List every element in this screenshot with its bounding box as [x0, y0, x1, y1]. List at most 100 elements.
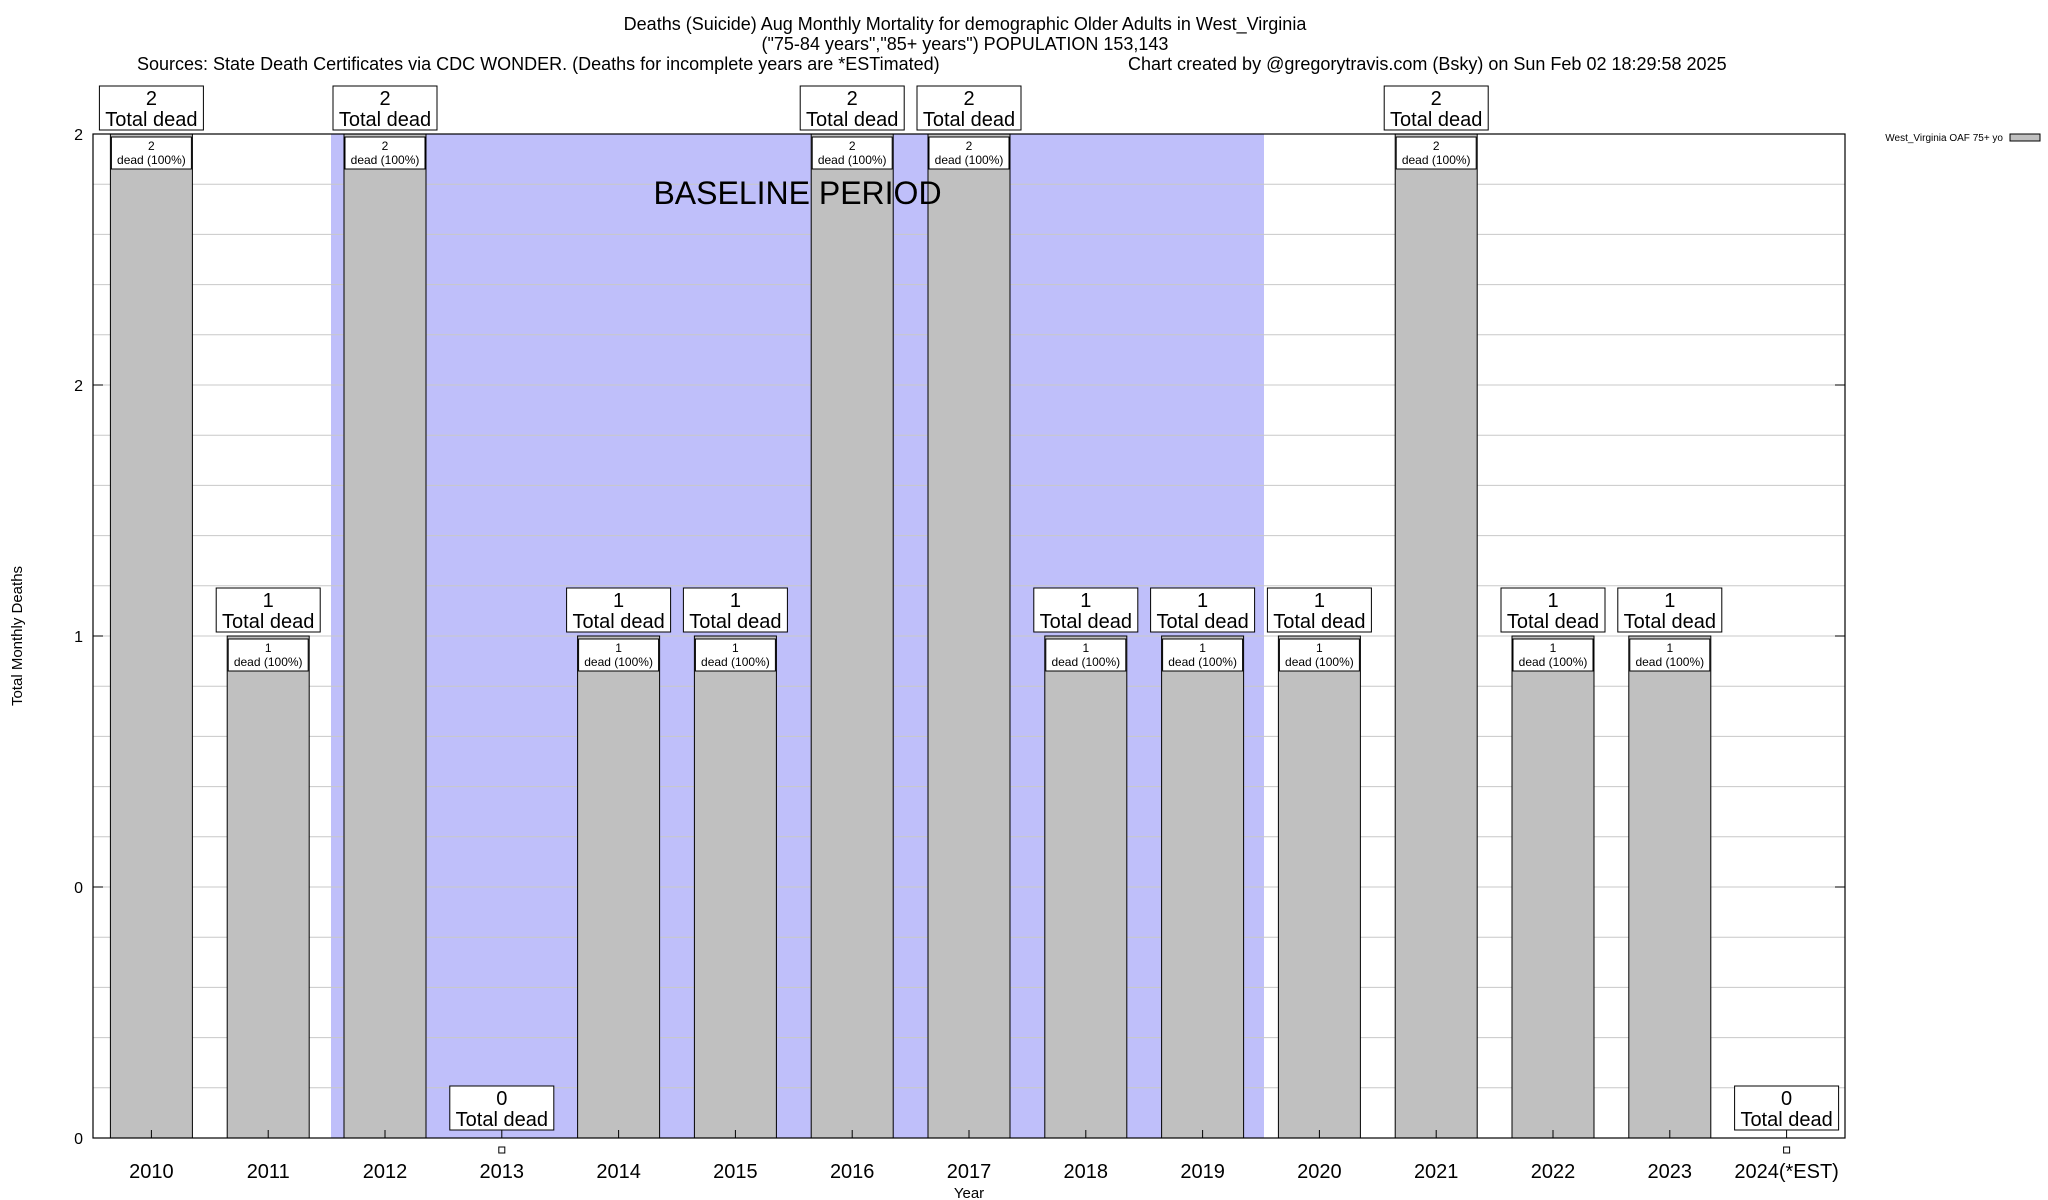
total-label-box: [449, 1085, 555, 1131]
total-label-box: [1150, 587, 1256, 633]
bar-2020: [1277, 635, 1361, 1139]
x-tick-label: 2024(*EST): [1734, 1161, 1839, 1183]
total-label-text: Total dead: [1507, 611, 1599, 633]
bar-2021: [1394, 133, 1478, 1139]
total-label-box: [799, 85, 905, 131]
total-label-box: [215, 587, 321, 633]
x-tick-label: 2017: [947, 1161, 992, 1183]
inner-label-count: 1: [1316, 641, 1323, 655]
y-axis-label: Total Monthly Deaths: [9, 566, 26, 706]
total-label-count: 2: [1431, 88, 1442, 110]
chart-title-line2: ("75-84 years","85+ years") POPULATION 1…: [761, 34, 1169, 54]
total-label-box: [1617, 587, 1723, 633]
inner-label-text: dead (100%): [1051, 655, 1120, 669]
total-label-box: [1383, 85, 1489, 131]
inner-label-text: dead (100%): [351, 153, 420, 167]
inner-label-box: [811, 136, 893, 170]
x-tick-label: 2010: [129, 1161, 174, 1183]
inner-label-text: dead (100%): [117, 153, 186, 167]
x-tick-label: 2011: [247, 1161, 290, 1183]
inner-label-text: dead (100%): [584, 655, 653, 669]
inner-label-box: [928, 136, 1010, 170]
total-label-box: [1266, 587, 1372, 633]
total-label-box: [1033, 587, 1139, 633]
total-label-count: 2: [146, 88, 157, 110]
x-tick-label: 2021: [1414, 1161, 1459, 1183]
total-label-count: 1: [1080, 590, 1091, 612]
total-label-box: [98, 85, 204, 131]
bar-2011: [226, 635, 310, 1139]
inner-label-count: 1: [1082, 641, 1089, 655]
total-label-box: [1500, 587, 1606, 633]
total-label-text: Total dead: [1740, 1109, 1832, 1131]
inner-label-count: 1: [732, 641, 739, 655]
total-label-count: 2: [379, 88, 390, 110]
total-label-text: Total dead: [339, 109, 431, 131]
zero-marker: [498, 1146, 506, 1154]
zero-marker: [1783, 1146, 1791, 1154]
total-label-text: Total dead: [222, 611, 314, 633]
y-tick-label: 0: [74, 880, 83, 897]
inner-label-box: [1629, 638, 1711, 672]
inner-label-box: [694, 638, 776, 672]
total-label-text: Total dead: [1273, 611, 1365, 633]
chart-credit: Chart created by @gregorytravis.com (Bsk…: [1128, 54, 1727, 74]
inner-label-box: [344, 136, 426, 170]
y-tick-label: 1: [74, 629, 83, 646]
bar-2016: [810, 133, 894, 1139]
inner-label-box: [1045, 638, 1127, 672]
inner-label-box: [1512, 638, 1594, 672]
total-label-count: 1: [1547, 590, 1558, 612]
total-label-count: 2: [963, 88, 974, 110]
inner-label-count: 1: [1666, 641, 1673, 655]
legend-label: West_Virginia OAF 75+ yo: [1885, 133, 2003, 144]
x-tick-label: 2012: [363, 1161, 408, 1183]
inner-label-text: dead (100%): [1168, 655, 1237, 669]
inner-label-count: 1: [615, 641, 622, 655]
total-label-count: 0: [1781, 1088, 1792, 1110]
total-label-text: Total dead: [1624, 611, 1716, 633]
bar-2010: [109, 133, 193, 1139]
inner-label-box: [110, 136, 192, 170]
total-label-count: 1: [1197, 590, 1208, 612]
bar-2023: [1628, 635, 1712, 1139]
total-label-text: Total dead: [1390, 109, 1482, 131]
total-label-text: Total dead: [456, 1109, 548, 1131]
inner-label-count: 1: [1550, 641, 1557, 655]
inner-label-count: 2: [849, 139, 856, 153]
x-tick-label: 2018: [1064, 1161, 1109, 1183]
inner-label-count: 2: [382, 139, 389, 153]
x-tick-label: 2022: [1531, 1161, 1576, 1183]
inner-label-text: dead (100%): [1519, 655, 1588, 669]
total-label-text: Total dead: [1040, 611, 1132, 633]
total-label-count: 1: [1664, 590, 1675, 612]
bar-2018: [1044, 635, 1128, 1139]
total-label-text: Total dead: [923, 109, 1015, 131]
y-tick-label: 0: [74, 1131, 83, 1148]
total-label-box: [566, 587, 672, 633]
bar-2015: [693, 635, 777, 1139]
bars-layer: [109, 133, 1712, 1139]
total-label-text: Total dead: [105, 109, 197, 131]
x-tick-label: 2020: [1297, 1161, 1342, 1183]
inner-label-text: dead (100%): [701, 655, 770, 669]
total-label-text: Total dead: [689, 611, 781, 633]
chart-sources: Sources: State Death Certificates via CD…: [137, 54, 940, 74]
legend-layer: West_Virginia OAF 75+ yo: [1885, 133, 2041, 144]
inner-label-box: [227, 638, 309, 672]
x-tick-label: 2014: [596, 1161, 641, 1183]
inner-label-text: dead (100%): [818, 153, 887, 167]
inner-label-text: dead (100%): [1402, 153, 1471, 167]
total-label-count: 1: [263, 590, 274, 612]
total-label-box: [682, 587, 788, 633]
bar-2022: [1511, 635, 1595, 1139]
total-label-box: [916, 85, 1022, 131]
bar-2019: [1161, 635, 1245, 1139]
x-axis-label: Year: [954, 1185, 984, 1200]
bar-2014: [577, 635, 661, 1139]
x-tick-label: 2016: [830, 1161, 875, 1183]
inner-label-text: dead (100%): [935, 153, 1004, 167]
inner-label-count: 2: [966, 139, 973, 153]
